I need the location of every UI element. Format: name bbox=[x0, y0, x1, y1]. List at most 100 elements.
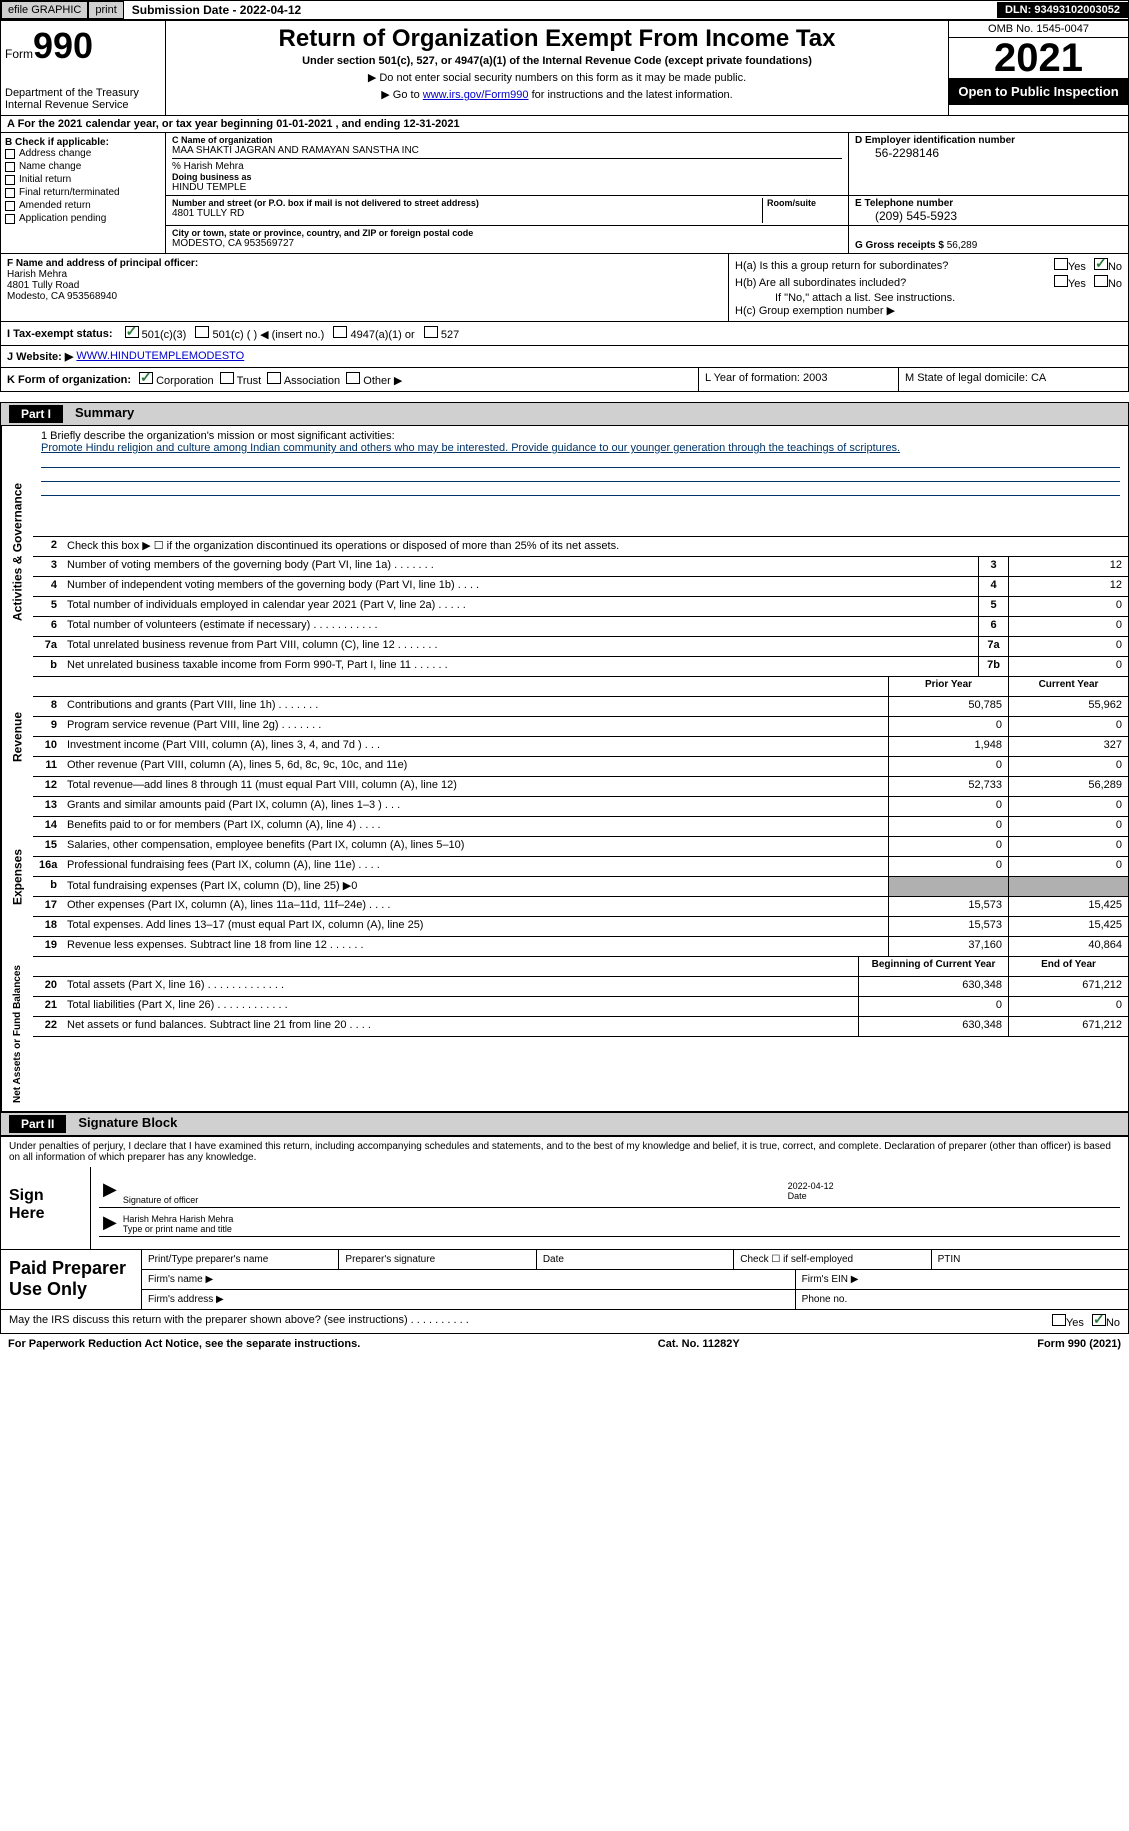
current-year-hdr: Current Year bbox=[1008, 677, 1128, 696]
hb-no-checkbox[interactable] bbox=[1094, 275, 1108, 287]
cat-number: Cat. No. 11282Y bbox=[658, 1338, 740, 1350]
firm-ein-label: Firm's EIN ▶ bbox=[796, 1270, 1128, 1289]
k-label: K Form of organization: bbox=[7, 374, 131, 386]
b-checkbox-1[interactable] bbox=[5, 162, 15, 172]
section-b-to-g: B Check if applicable: Address changeNam… bbox=[0, 133, 1129, 254]
line-num: 3 bbox=[33, 557, 63, 576]
print-button[interactable]: print bbox=[88, 1, 123, 19]
phone-label: Phone no. bbox=[796, 1290, 1128, 1309]
form-subtitle: Under section 501(c), 527, or 4947(a)(1)… bbox=[170, 55, 944, 67]
col-c-to-g: C Name of organization MAA SHAKTI JAGRAN… bbox=[166, 133, 1128, 253]
discuss-yes-checkbox[interactable] bbox=[1052, 1314, 1066, 1326]
line-num: 15 bbox=[33, 837, 63, 856]
b-checkbox-5[interactable] bbox=[5, 214, 15, 224]
b-checkbox-4[interactable] bbox=[5, 201, 15, 211]
b-checkbox-3[interactable] bbox=[5, 188, 15, 198]
col-f: F Name and address of principal officer:… bbox=[1, 254, 728, 321]
line-desc: Net unrelated business taxable income fr… bbox=[63, 657, 978, 676]
k-checkbox-1[interactable] bbox=[220, 372, 234, 384]
org-name: MAA SHAKTI JAGRAN AND RAMAYAN SANSTHA IN… bbox=[172, 145, 842, 156]
line-val: 0 bbox=[1008, 617, 1128, 636]
line-box: 3 bbox=[978, 557, 1008, 576]
b-opt-1: Name change bbox=[19, 161, 81, 172]
ha-no-checkbox[interactable] bbox=[1094, 258, 1108, 270]
d-label: D Employer identification number bbox=[855, 135, 1122, 146]
end-val: 0 bbox=[1008, 997, 1128, 1016]
ein-value: 56-2298146 bbox=[855, 146, 1122, 160]
irs-link[interactable]: www.irs.gov/Form990 bbox=[423, 89, 529, 101]
prep-hdr-3: Check ☐ if self-employed bbox=[734, 1250, 931, 1269]
form-number: 990 bbox=[33, 25, 93, 66]
cell-city: City or town, state or province, country… bbox=[166, 226, 848, 253]
i-opt-2: 4947(a)(1) or bbox=[350, 329, 414, 341]
website-link[interactable]: WWW.HINDUTEMPLEMODESTO bbox=[76, 350, 244, 363]
line-desc: Net assets or fund balances. Subtract li… bbox=[63, 1017, 858, 1036]
b-opt-3: Final return/terminated bbox=[19, 187, 120, 198]
line-desc: Contributions and grants (Part VIII, lin… bbox=[63, 697, 888, 716]
line-val: 0 bbox=[1008, 637, 1128, 656]
header-left: Form990 Department of the Treasury Inter… bbox=[1, 21, 166, 115]
current-val: 0 bbox=[1008, 837, 1128, 856]
e-label: E Telephone number bbox=[855, 198, 1122, 209]
arrow-icon: ▶ bbox=[99, 1212, 121, 1236]
city-label: City or town, state or province, country… bbox=[172, 228, 842, 238]
begin-val: 0 bbox=[858, 997, 1008, 1016]
line-num: 19 bbox=[33, 937, 63, 956]
b-opt-2: Initial return bbox=[19, 174, 71, 185]
line-desc: Investment income (Part VIII, column (A)… bbox=[63, 737, 888, 756]
k-l: L Year of formation: 2003 bbox=[698, 368, 898, 391]
ha-yes-checkbox[interactable] bbox=[1054, 258, 1068, 270]
part2-title: Signature Block bbox=[66, 1115, 177, 1133]
part1-header: Part I Summary bbox=[0, 402, 1129, 426]
i-checkbox-1[interactable] bbox=[195, 326, 209, 338]
prior-val: 0 bbox=[888, 837, 1008, 856]
row-j: J Website: ▶ WWW.HINDUTEMPLEMODESTO bbox=[0, 346, 1129, 368]
firm-addr-label: Firm's address ▶ bbox=[142, 1290, 796, 1309]
line-num: b bbox=[33, 877, 63, 896]
b-opt-0: Address change bbox=[19, 148, 91, 159]
current-val: 0 bbox=[1008, 857, 1128, 876]
line-desc: Program service revenue (Part VIII, line… bbox=[63, 717, 888, 736]
i-label: I Tax-exempt status: bbox=[7, 328, 113, 340]
hb-label: H(b) Are all subordinates included? bbox=[735, 277, 906, 289]
preparer-block: Paid Preparer Use Only Print/Type prepar… bbox=[0, 1250, 1129, 1310]
i-checkbox-2[interactable] bbox=[333, 326, 347, 338]
k-checkbox-0[interactable] bbox=[139, 372, 153, 384]
prep-hdr-1: Preparer's signature bbox=[339, 1250, 536, 1269]
line-box: 6 bbox=[978, 617, 1008, 636]
line-desc: Grants and similar amounts paid (Part IX… bbox=[63, 797, 888, 816]
b-checkbox-2[interactable] bbox=[5, 175, 15, 185]
b-checkbox-0[interactable] bbox=[5, 149, 15, 159]
current-val: 0 bbox=[1008, 757, 1128, 776]
f-label: F Name and address of principal officer: bbox=[7, 258, 722, 269]
current-val bbox=[1008, 877, 1128, 896]
hb-yes-checkbox[interactable] bbox=[1054, 275, 1068, 287]
i-checkbox-0[interactable] bbox=[125, 326, 139, 338]
sig-date-label: Date bbox=[788, 1191, 807, 1201]
part1-title: Summary bbox=[63, 405, 134, 423]
form-title: Return of Organization Exempt From Incom… bbox=[170, 25, 944, 53]
k-checkbox-3[interactable] bbox=[346, 372, 360, 384]
prep-hdr-0: Print/Type preparer's name bbox=[142, 1250, 339, 1269]
discuss-no-checkbox[interactable] bbox=[1092, 1314, 1106, 1326]
pct-line: % Harish Mehra bbox=[172, 158, 842, 172]
line-desc: Benefits paid to or for members (Part IX… bbox=[63, 817, 888, 836]
current-val: 0 bbox=[1008, 817, 1128, 836]
header-center: Return of Organization Exempt From Incom… bbox=[166, 21, 948, 115]
j-label: J Website: ▶ bbox=[7, 350, 73, 363]
ha-label: H(a) Is this a group return for subordin… bbox=[735, 260, 948, 272]
b-opt-5: Application pending bbox=[19, 213, 106, 224]
hb-note: If "No," attach a list. See instructions… bbox=[735, 292, 1122, 304]
current-val: 15,425 bbox=[1008, 917, 1128, 936]
line-desc: Total liabilities (Part X, line 26) . . … bbox=[63, 997, 858, 1016]
i-opt-3: 527 bbox=[441, 329, 459, 341]
side-label-exp: Expenses bbox=[1, 797, 33, 957]
side-label-na: Net Assets or Fund Balances bbox=[1, 957, 33, 1111]
k-checkbox-2[interactable] bbox=[267, 372, 281, 384]
top-toolbar: efile GRAPHIC print Submission Date - 20… bbox=[0, 0, 1129, 20]
begin-val: 630,348 bbox=[858, 977, 1008, 996]
room-label: Room/suite bbox=[767, 198, 842, 208]
line-desc: Total revenue—add lines 8 through 11 (mu… bbox=[63, 777, 888, 796]
i-checkbox-3[interactable] bbox=[424, 326, 438, 338]
efile-button[interactable]: efile GRAPHIC bbox=[1, 1, 88, 19]
